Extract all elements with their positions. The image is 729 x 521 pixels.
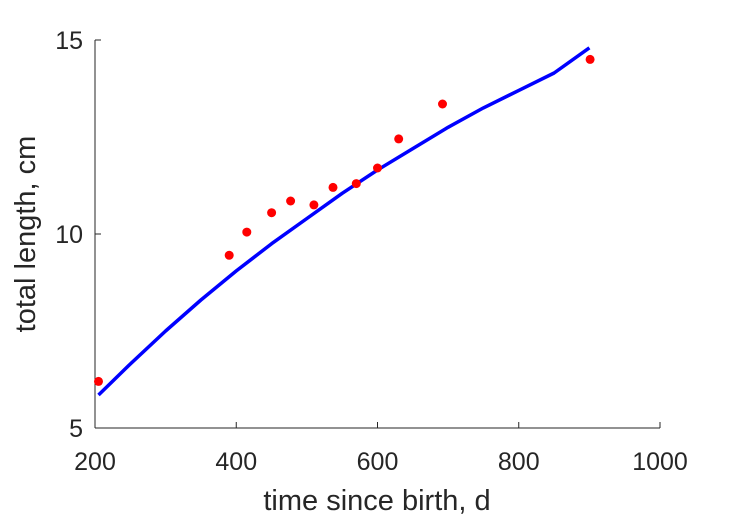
y-tick-label: 15 xyxy=(55,27,83,55)
fit-curve-layer xyxy=(97,46,591,397)
x-tick-label: 600 xyxy=(357,448,399,476)
ticks: 200 400 600 800 1000 5 10 15 xyxy=(55,27,688,476)
data-points-layer xyxy=(94,54,595,386)
fit-curve xyxy=(97,46,591,397)
x-tick-label: 400 xyxy=(215,448,257,476)
data-point xyxy=(267,208,277,218)
data-point xyxy=(438,99,447,109)
data-point xyxy=(94,376,103,386)
x-axis-label: time since birth, d xyxy=(263,485,490,517)
axes xyxy=(94,40,660,429)
data-point xyxy=(351,179,361,189)
data-point xyxy=(242,227,252,237)
data-point xyxy=(309,200,319,210)
data-point xyxy=(224,250,234,260)
y-tick-label: 10 xyxy=(55,221,83,249)
data-point xyxy=(585,54,595,64)
data-point xyxy=(373,163,382,173)
y-axis-label: total length, cm xyxy=(10,136,42,333)
data-point xyxy=(286,196,296,206)
data-point xyxy=(394,134,404,144)
data-point xyxy=(328,182,338,192)
x-tick-label: 800 xyxy=(498,448,540,476)
x-tick-label: 200 xyxy=(74,448,116,476)
x-tick-label: 1000 xyxy=(632,448,688,476)
y-tick-label: 5 xyxy=(69,415,83,443)
